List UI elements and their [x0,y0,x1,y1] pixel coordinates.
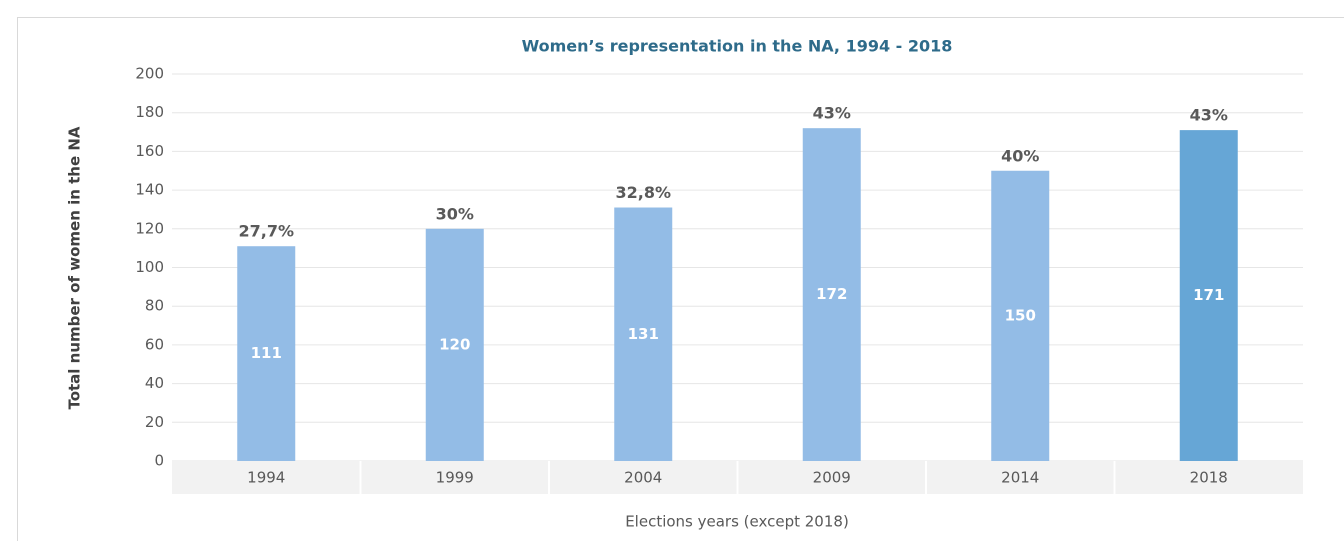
x-axis-label: Elections years (except 2018) [625,513,849,531]
chart-title: Women’s representation in the NA, 1994 -… [522,37,953,56]
value-label: 171 [1193,286,1224,304]
value-label: 131 [628,325,659,343]
y-tick-label: 180 [135,103,164,121]
y-tick-label: 20 [145,413,164,431]
y-tick-label: 0 [154,452,164,470]
annotation: 30% [436,204,474,223]
y-axis-label: Total number of women in the NA [66,126,84,409]
annotation: 43% [813,104,851,123]
bar [614,207,673,461]
y-tick-label: 100 [135,258,164,276]
annotation: 32,8% [615,183,671,202]
y-tick-label: 140 [135,181,164,199]
value-label: 150 [1005,306,1036,324]
y-tick-label: 80 [145,297,164,315]
y-tick-label: 60 [145,335,164,353]
x-tick-label: 2014 [1001,469,1039,487]
x-tick-label: 2018 [1190,469,1228,487]
bar [1179,130,1238,462]
bar [802,128,861,461]
y-tick-label: 40 [145,374,164,392]
annotation: 43% [1190,106,1228,125]
value-label: 172 [816,285,847,303]
value-label: 111 [251,344,282,362]
y-tick-label: 200 [135,65,164,83]
x-tick-label: 2009 [813,469,851,487]
x-tick-label: 1999 [436,469,474,487]
bar [237,246,296,461]
bar [425,228,484,461]
annotation: 40% [1001,146,1039,165]
y-tick-label: 120 [135,219,164,237]
bar [991,170,1050,461]
annotation: 27,7% [238,222,294,241]
y-tick-label: 160 [135,142,164,160]
x-tick-label: 1994 [247,469,285,487]
value-label: 120 [439,335,470,353]
x-tick-label: 2004 [624,469,662,487]
